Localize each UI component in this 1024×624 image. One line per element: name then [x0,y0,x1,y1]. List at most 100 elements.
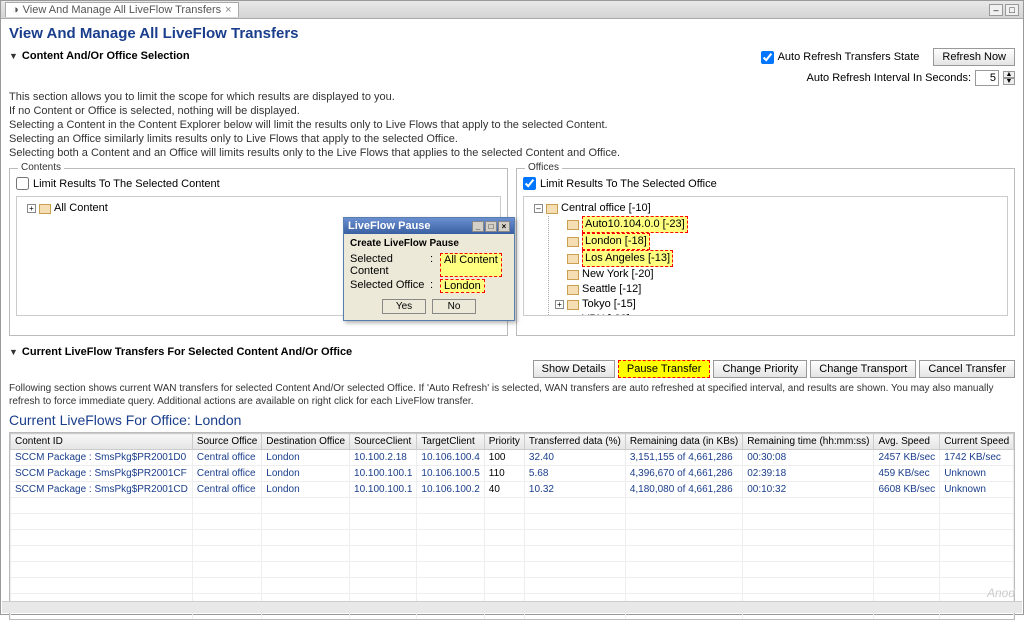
column-header[interactable]: Remaining data (in KBs) [625,434,742,450]
tab-icon: ◑ [12,4,19,16]
auto-refresh-checkbox[interactable] [761,51,774,64]
office-tree-item[interactable]: Los Angeles [-13] [555,250,1003,267]
table-cell: London [262,482,350,498]
dialog-close-icon[interactable]: × [498,221,510,232]
table-cell: 3,151,155 of 4,661,286 [625,450,742,466]
dialog-content-value: All Content [440,253,502,277]
office-tree-label: Seattle [-12] [582,282,641,297]
collapse-icon: ▼ [9,51,18,61]
office-tree-item[interactable]: London [-18] [555,233,1003,250]
section-current-transfers[interactable]: ▼ Current LiveFlow Transfers For Selecte… [9,346,1015,358]
refresh-now-button[interactable]: Refresh Now [933,48,1015,66]
table-cell: 2457 KB/sec [874,450,940,466]
dialog-max-icon[interactable]: □ [485,221,497,232]
table-cell: Unknown [940,466,1014,482]
table-cell: 5.68 [524,466,625,482]
pause-transfer-button[interactable]: Pause Transfer [618,360,711,378]
table-row[interactable]: SCCM Package : SmsPkg$PR2001CDCentral of… [11,482,1016,498]
dialog-title: LiveFlow Pause [348,220,431,232]
folder-icon [546,204,558,214]
limit-office-checkbox[interactable] [523,177,536,190]
maximize-icon[interactable]: □ [1005,4,1019,16]
table-row[interactable]: SCCM Package : SmsPkg$PR2001D0Central of… [11,450,1016,466]
page-title: View And Manage All LiveFlow Transfers [9,25,1015,42]
window-tab[interactable]: ◑ View And Manage All LiveFlow Transfers… [5,2,239,17]
column-header[interactable]: TargetClient [417,434,484,450]
column-header[interactable]: Source Office [192,434,261,450]
table-cell: 10.100.2.18 [350,450,417,466]
table-cell: Central office [192,482,261,498]
dialog-office-value: London [440,279,485,293]
table-cell: Central office [192,450,261,466]
window-controls: – □ [989,4,1019,16]
liveflow-pause-dialog: LiveFlow Pause _ □ × Create LiveFlow Pau… [343,217,515,321]
column-header[interactable]: Current Speed [940,434,1014,450]
collapse-icon: ▼ [9,347,18,357]
section2-description: Following section shows current WAN tran… [9,382,1015,408]
minimize-icon[interactable]: – [989,4,1003,16]
office-tree-item[interactable]: New York [-20] [555,267,1003,282]
contents-group-title: Contents [18,162,64,173]
collapse-icon[interactable]: – [534,204,543,213]
table-row-empty [11,530,1016,546]
change-transport-button[interactable]: Change Transport [810,360,916,378]
column-header[interactable]: Transferred data (%) [524,434,625,450]
content-tree-root[interactable]: All Content [54,201,108,216]
limit-content-checkbox[interactable] [16,177,29,190]
table-cell: 10.100.100.1 [350,466,417,482]
table-cell: Waiting [1014,466,1015,482]
table-cell: 10.106.100.5 [417,466,484,482]
dialog-titlebar[interactable]: LiveFlow Pause _ □ × [344,218,514,234]
horizontal-scrollbar[interactable] [2,601,1022,613]
dialog-no-button[interactable]: No [432,299,476,314]
office-tree-label: Los Angeles [-13] [582,250,673,267]
office-tree-item[interactable]: VPN [-22] [555,312,1003,316]
change-priority-button[interactable]: Change Priority [713,360,807,378]
office-tree-item[interactable]: +Tokyo [-15] [555,297,1003,312]
table-row[interactable]: SCCM Package : SmsPkg$PR2001CFCentral of… [11,466,1016,482]
table-row-empty [11,514,1016,530]
dialog-heading: Create LiveFlow Pause [350,238,508,249]
office-tree-item[interactable]: Seattle [-12] [555,282,1003,297]
limit-office-label: Limit Results To The Selected Office [540,178,717,190]
transfers-grid[interactable]: Content IDSource OfficeDestination Offic… [9,432,1015,620]
table-cell: Active [1014,450,1015,466]
cancel-transfer-button[interactable]: Cancel Transfer [919,360,1015,378]
table-cell: London [262,450,350,466]
table-row-empty [11,562,1016,578]
interval-spinner[interactable]: ▲▼ [1003,71,1015,85]
expand-icon[interactable]: + [27,204,36,213]
section-content-office[interactable]: ▼ Content And/Or Office Selection [9,50,753,62]
tab-title: View And Manage All LiveFlow Transfers [23,4,222,16]
table-cell: SCCM Package : SmsPkg$PR2001CF [11,466,193,482]
interval-input[interactable] [975,70,999,86]
auto-refresh-label: Auto Refresh Transfers State [778,51,920,63]
show-details-button[interactable]: Show Details [533,360,615,378]
folder-icon [567,220,579,230]
table-cell: Unknown [940,482,1014,498]
table-cell: 1742 KB/sec [940,450,1014,466]
table-cell: 10.32 [524,482,625,498]
expand-icon[interactable]: + [555,300,564,309]
dialog-min-icon[interactable]: _ [472,221,484,232]
column-header[interactable]: Priority [484,434,524,450]
dialog-yes-button[interactable]: Yes [382,299,426,314]
office-tree[interactable]: – Central office [-10] Auto10.104.0.0 [-… [528,201,1003,316]
column-header[interactable]: Remaining time (hh:mm:ss) [743,434,874,450]
table-cell: 00:30:08 [743,450,874,466]
limit-content-label: Limit Results To The Selected Content [33,178,220,190]
column-header[interactable]: State [1014,434,1015,450]
tab-close-icon[interactable]: × [225,4,231,16]
content-tree[interactable]: + All Content [21,201,496,216]
table-cell: 02:39:18 [743,466,874,482]
column-header[interactable]: Content ID [11,434,193,450]
table-cell: 100 [484,450,524,466]
office-tree-label: London [-18] [582,233,650,250]
column-header[interactable]: Avg. Speed [874,434,940,450]
office-tree-root[interactable]: Central office [-10] [561,201,651,216]
table-cell: 4,396,670 of 4,661,286 [625,466,742,482]
column-header[interactable]: SourceClient [350,434,417,450]
office-tree-item[interactable]: Auto10.104.0.0 [-23] [555,216,1003,233]
office-tree-label: New York [-20] [582,267,654,282]
column-header[interactable]: Destination Office [262,434,350,450]
